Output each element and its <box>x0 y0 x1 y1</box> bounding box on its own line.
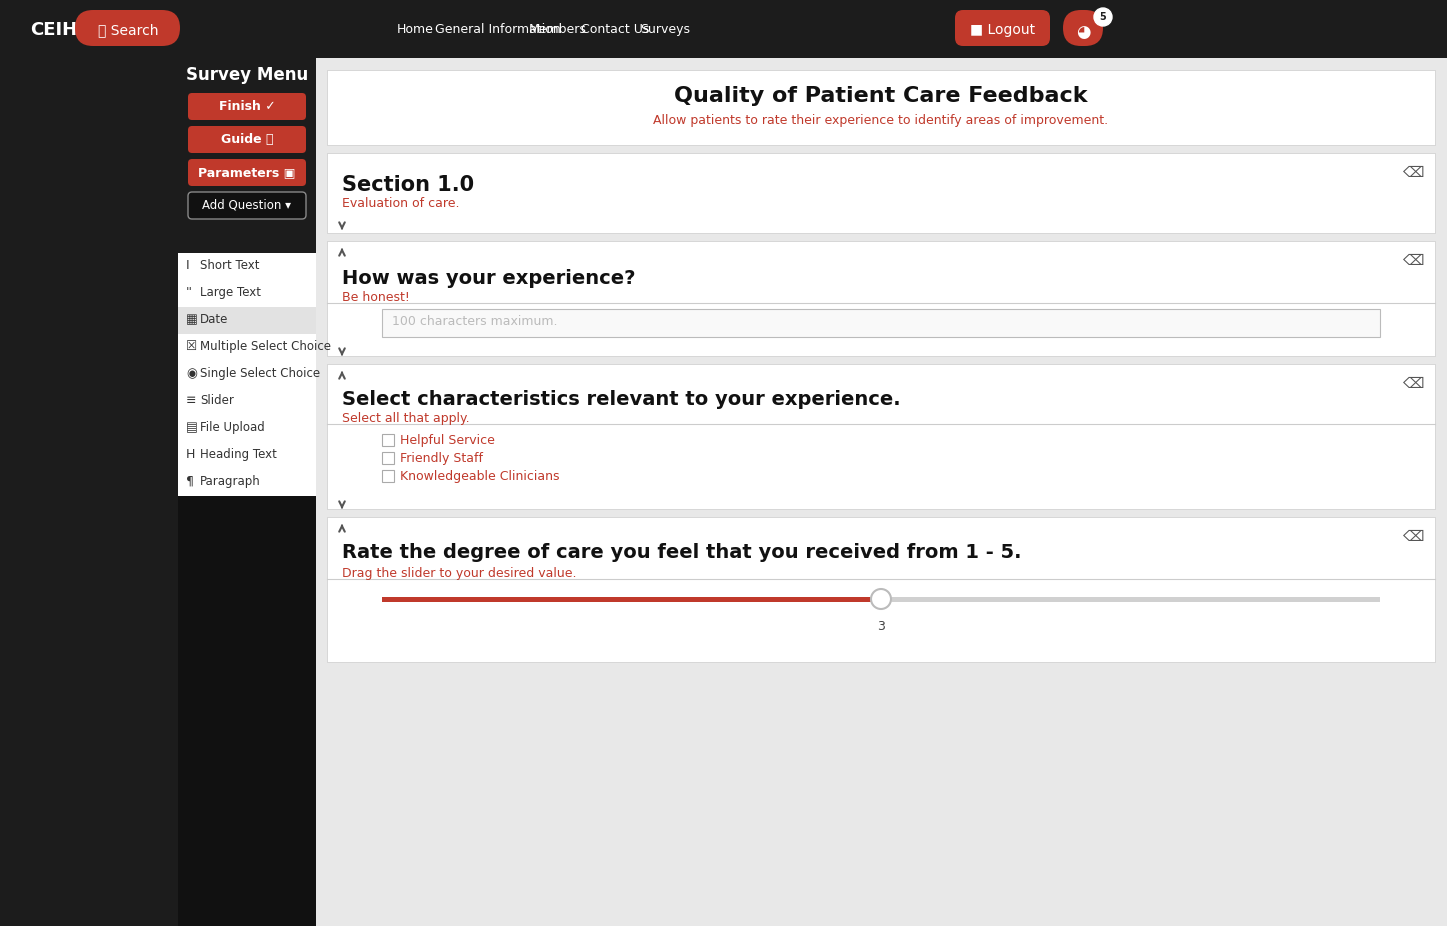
Text: Select all that apply.: Select all that apply. <box>341 412 470 425</box>
Text: Friendly Staff: Friendly Staff <box>399 452 483 465</box>
Bar <box>382 452 394 464</box>
Text: ▤: ▤ <box>187 421 198 434</box>
FancyBboxPatch shape <box>955 10 1051 46</box>
Text: 3: 3 <box>877 620 886 633</box>
Text: ⌫: ⌫ <box>1402 376 1424 391</box>
Bar <box>178 58 315 253</box>
Text: Surveys: Surveys <box>640 23 690 36</box>
Text: Home: Home <box>396 23 434 36</box>
Text: 100 characters maximum.: 100 characters maximum. <box>392 315 557 328</box>
Text: ⌕ Search: ⌕ Search <box>98 23 158 37</box>
Text: Drag the slider to your desired value.: Drag the slider to your desired value. <box>341 567 576 580</box>
Bar <box>382 597 881 602</box>
Bar <box>382 434 394 446</box>
FancyBboxPatch shape <box>75 10 179 46</box>
Text: File Upload: File Upload <box>200 421 265 434</box>
Text: Single Select Choice: Single Select Choice <box>200 367 320 380</box>
Bar <box>327 241 1435 356</box>
Text: Be honest!: Be honest! <box>341 291 410 304</box>
FancyBboxPatch shape <box>188 159 305 186</box>
Text: Survey Menu: Survey Menu <box>185 66 308 84</box>
Text: Date: Date <box>200 313 229 326</box>
Text: Heading Text: Heading Text <box>200 448 276 461</box>
Text: Allow patients to rate their experience to identify areas of improvement.: Allow patients to rate their experience … <box>654 114 1108 127</box>
Text: Finish ✓: Finish ✓ <box>218 100 275 113</box>
Text: Select characteristics relevant to your experience.: Select characteristics relevant to your … <box>341 390 900 409</box>
Text: General Information: General Information <box>436 23 561 36</box>
Text: ≡: ≡ <box>187 394 197 407</box>
Text: ◕: ◕ <box>1075 23 1090 41</box>
Text: Parameters ▣: Parameters ▣ <box>198 166 295 179</box>
Bar <box>327 153 1435 233</box>
Text: Paragraph: Paragraph <box>200 475 260 488</box>
Bar <box>327 517 1435 662</box>
FancyBboxPatch shape <box>188 126 305 153</box>
Bar <box>315 58 1447 926</box>
Text: Rate the degree of care you feel that you received from 1 - 5.: Rate the degree of care you feel that yo… <box>341 543 1022 562</box>
FancyBboxPatch shape <box>188 93 305 120</box>
Text: ◉: ◉ <box>187 367 197 380</box>
Bar <box>382 309 1380 337</box>
Text: Guide ⓘ: Guide ⓘ <box>221 133 273 146</box>
Text: ¶: ¶ <box>187 475 194 488</box>
Text: Helpful Service: Helpful Service <box>399 434 495 447</box>
Text: ⌫: ⌫ <box>1402 529 1424 544</box>
Bar <box>0 0 1447 58</box>
Circle shape <box>1094 8 1111 26</box>
FancyBboxPatch shape <box>1064 10 1103 46</box>
Bar <box>327 364 1435 509</box>
Text: How was your experience?: How was your experience? <box>341 269 635 288</box>
Bar <box>178 496 315 926</box>
Text: Members: Members <box>530 23 587 36</box>
Text: Evaluation of care.: Evaluation of care. <box>341 197 460 210</box>
Text: ⌫: ⌫ <box>1402 253 1424 268</box>
Bar <box>178 253 315 926</box>
Text: I: I <box>187 259 190 272</box>
Text: Short Text: Short Text <box>200 259 259 272</box>
Bar <box>382 597 1380 602</box>
Text: 5: 5 <box>1100 12 1107 22</box>
Text: Quality of Patient Care Feedback: Quality of Patient Care Feedback <box>674 86 1088 106</box>
Text: Multiple Select Choice: Multiple Select Choice <box>200 340 331 353</box>
Text: ⌫: ⌫ <box>1402 165 1424 180</box>
Text: Knowledgeable Clinicians: Knowledgeable Clinicians <box>399 470 560 483</box>
Text: ☒: ☒ <box>187 340 197 353</box>
Text: CEIH: CEIH <box>30 21 77 39</box>
Bar <box>327 70 1435 145</box>
Bar <box>178 307 315 334</box>
Text: Contact Us: Contact Us <box>580 23 650 36</box>
Text: H: H <box>187 448 195 461</box>
FancyBboxPatch shape <box>188 192 305 219</box>
Text: '': '' <box>187 286 192 299</box>
Circle shape <box>871 589 891 609</box>
Text: Add Question ▾: Add Question ▾ <box>203 199 291 212</box>
Text: ■ Logout: ■ Logout <box>971 23 1036 37</box>
Text: ▦: ▦ <box>187 313 198 326</box>
Text: Large Text: Large Text <box>200 286 260 299</box>
Text: Section 1.0: Section 1.0 <box>341 175 475 195</box>
Bar <box>382 470 394 482</box>
Text: Slider: Slider <box>200 394 234 407</box>
